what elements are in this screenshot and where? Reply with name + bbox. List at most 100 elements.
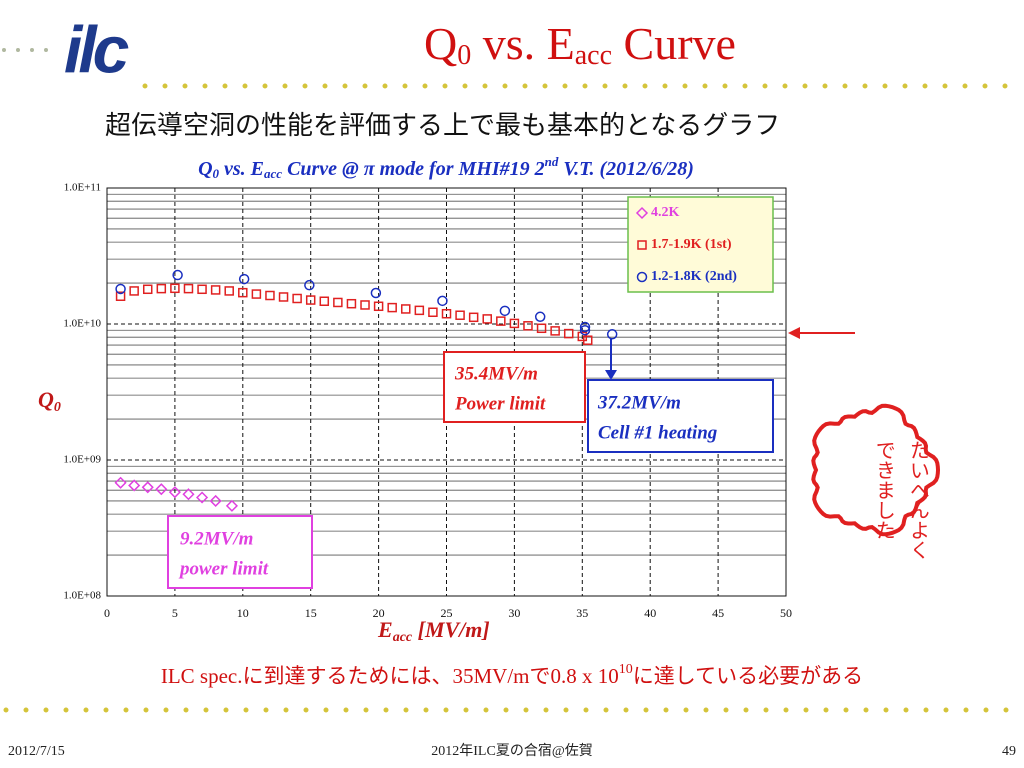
annotation-box xyxy=(587,379,774,453)
y-tick-label: 1.0E+09 xyxy=(63,454,101,466)
marker-diamond xyxy=(225,499,238,512)
annotation: 9.2MV/m xyxy=(180,528,253,549)
y-label-sub: 0 xyxy=(54,400,61,415)
marker-square xyxy=(523,321,533,331)
annotation-box xyxy=(167,515,313,589)
annotation-box xyxy=(443,351,586,423)
marker-square xyxy=(387,302,397,313)
marker-circle xyxy=(370,287,382,299)
marker-diamond xyxy=(155,483,168,496)
marker-diamond xyxy=(182,488,195,501)
marker-circle xyxy=(115,283,126,295)
marker-square xyxy=(319,296,330,306)
marker-square xyxy=(468,312,479,323)
x-label-part: [MV/m] xyxy=(412,617,490,642)
marker-circle xyxy=(579,321,591,333)
x-tick-label: 20 xyxy=(373,606,385,620)
note-part: に達している必要がある xyxy=(633,664,863,688)
title-sub: acc xyxy=(575,40,612,71)
marker-square xyxy=(265,290,275,301)
marker-square xyxy=(210,285,221,295)
y-axis-label: Q0 xyxy=(38,387,61,415)
chart-title-part: vs. E xyxy=(219,158,264,180)
legend-box xyxy=(627,196,774,293)
marker-square xyxy=(238,287,248,298)
chart-title: Q0 vs. Eacc Curve @ π mode for MHI#19 2n… xyxy=(198,154,694,181)
marker-square xyxy=(156,283,167,294)
marker-circle xyxy=(534,311,546,323)
logo: ilc xyxy=(64,12,129,86)
marker-square xyxy=(142,284,153,295)
marker-square xyxy=(183,283,194,294)
subtitle: 超伝導空洞の性能を評価する上で最も基本的となるグラフ xyxy=(105,111,780,140)
slide-title: Q0 vs. Eacc Curve xyxy=(424,18,736,72)
marker-square xyxy=(428,307,438,318)
x-tick-label: 35 xyxy=(576,606,588,620)
marker-square xyxy=(550,326,560,336)
marker-square xyxy=(305,295,316,305)
legend-label: 4.2K xyxy=(651,205,680,220)
footer-center: 2012年ILC夏の合宿@佐賀 xyxy=(431,742,592,759)
legend-label: 1.7-1.9K (1st) xyxy=(651,237,732,252)
marker-circle xyxy=(636,271,648,283)
x-tick-label: 40 xyxy=(644,606,656,620)
footer-date: 2012/7/15 xyxy=(8,744,65,759)
marker-square xyxy=(401,304,411,314)
marker-square xyxy=(414,305,425,316)
marker-square xyxy=(278,292,289,302)
marker-circle xyxy=(579,324,591,336)
marker-square xyxy=(251,289,262,299)
marker-square xyxy=(509,318,520,329)
marker-square xyxy=(582,335,593,345)
marker-square xyxy=(346,298,357,309)
marker-diamond xyxy=(141,481,154,494)
footer-page: 49 xyxy=(1002,744,1016,759)
marker-diamond xyxy=(209,494,222,508)
marker-square xyxy=(373,301,384,312)
title-part: vs. E xyxy=(471,18,575,69)
annotation: 37.2MV/m xyxy=(597,392,681,413)
marker-square xyxy=(115,291,126,301)
marker-square xyxy=(441,308,452,319)
chart-title-part: Q xyxy=(198,158,212,180)
x-tick-label: 15 xyxy=(305,606,317,620)
marker-diamond xyxy=(114,476,127,489)
x-tick-label: 0 xyxy=(104,606,110,620)
annotation-arrowhead xyxy=(605,370,617,380)
marker-diamond xyxy=(168,486,181,499)
marker-square xyxy=(224,286,234,296)
chart-title-sub: acc xyxy=(264,166,282,181)
marker-square xyxy=(129,286,139,296)
chart-title-part: V.T. (2012/6/28) xyxy=(558,158,694,180)
note-sup: 10 xyxy=(619,662,633,677)
marker-circle xyxy=(437,295,448,307)
marker-square xyxy=(292,293,302,304)
y-tick-label: 1.0E+11 xyxy=(64,182,101,194)
marker-square xyxy=(482,314,492,324)
marker-square xyxy=(536,323,547,334)
chart-title-sub: 0 xyxy=(213,166,220,181)
x-tick-label: 30 xyxy=(508,606,520,620)
marker-diamond xyxy=(195,491,209,504)
y-tick-label: 1.0E+08 xyxy=(63,590,101,602)
legend-label: 1.2-1.8K (2nd) xyxy=(651,269,737,284)
x-label-part: E xyxy=(377,617,393,642)
y-label-part: Q xyxy=(38,387,54,412)
x-axis-label: Eacc [MV/m] xyxy=(377,617,490,645)
marker-diamond xyxy=(128,479,141,492)
title-part: Curve xyxy=(612,18,736,69)
marker-square xyxy=(496,316,506,326)
marker-square xyxy=(637,240,647,250)
marker-circle xyxy=(304,279,315,291)
x-tick-label: 25 xyxy=(441,606,453,620)
x-tick-label: 45 xyxy=(712,606,724,620)
y-tick-label: 1.0E+10 xyxy=(63,318,101,330)
x-tick-label: 10 xyxy=(237,606,249,620)
marker-square xyxy=(360,300,370,310)
chart-title-sup: nd xyxy=(545,154,559,169)
marker-square xyxy=(563,328,574,339)
marker-diamond xyxy=(635,206,649,220)
marker-square xyxy=(170,283,180,294)
